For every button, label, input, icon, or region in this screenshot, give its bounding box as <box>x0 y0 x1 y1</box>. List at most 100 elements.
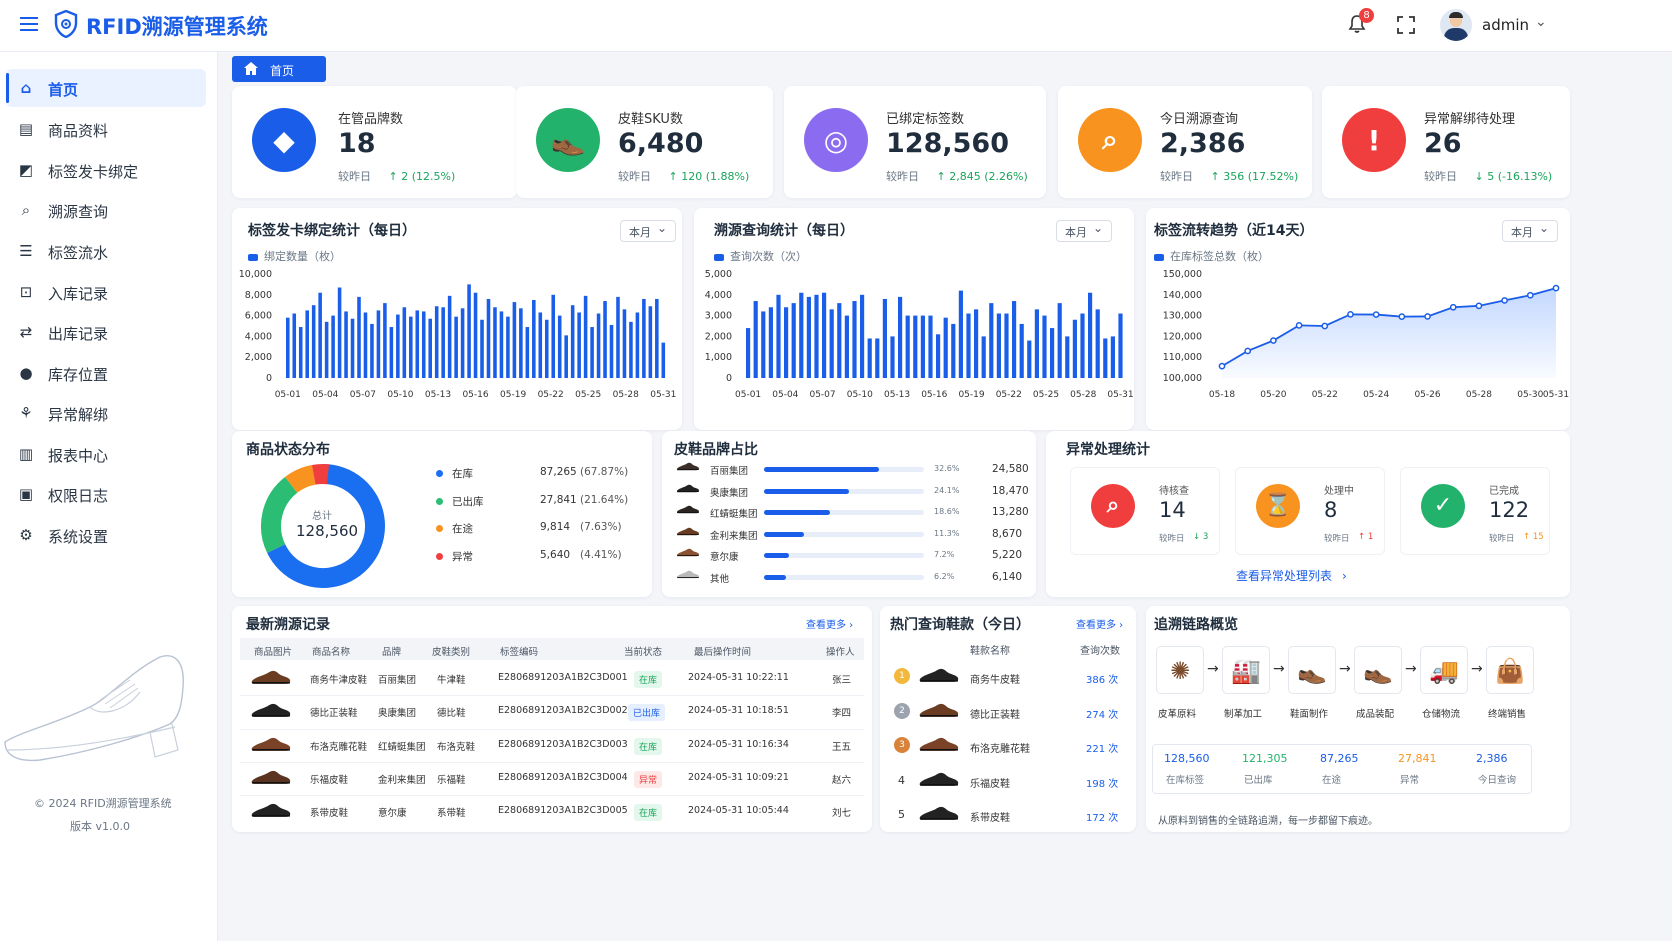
bar <box>996 313 1001 378</box>
hot-name[interactable]: 商务牛皮鞋 <box>970 675 1020 686</box>
trend-point <box>1270 337 1277 344</box>
anomaly-item-0[interactable]: ⌕ 待核查 14 较昨日 ↓ 3 <box>1070 467 1220 555</box>
brand-name: 金利来集团 <box>710 530 758 542</box>
brand-shoe-icon <box>676 548 699 557</box>
cell-code[interactable]: E2806891203A1B2C3D001 <box>498 672 628 683</box>
fullscreen-icon[interactable] <box>1396 15 1416 35</box>
legend-dot <box>436 552 443 560</box>
bar <box>538 312 543 378</box>
row-divider <box>240 761 864 763</box>
finished-shoe-icon: 👞 <box>1354 646 1402 694</box>
bar <box>1103 338 1108 378</box>
sidebar-item-1[interactable]: ▤ 商品资料 <box>6 110 206 148</box>
brand-value: 13,280 <box>992 506 1029 518</box>
records-col-header: 当前状态 <box>624 647 663 658</box>
bar <box>890 336 895 378</box>
hot-title: 热门查询鞋款（今日） <box>890 617 1030 633</box>
cell-code[interactable]: E2806891203A1B2C3D004 <box>498 771 628 783</box>
status-badge: 在库 <box>634 671 663 688</box>
brand-bar-track <box>764 574 924 580</box>
bar <box>905 315 910 378</box>
sidebar: ⌂ 首页 ▤ 商品资料 ◩ 标签发卡绑定 ⌕ 溯源查询 ☰ 标签流水 ⊡ 入库记录 ⇄ 出库记录 ● 库存位置… <box>0 52 218 941</box>
bar <box>298 327 303 378</box>
bar <box>480 319 484 378</box>
arrow-up-icon: ↑ <box>933 170 950 183</box>
sidebar-item-11[interactable]: ⚙ 系统设置 <box>6 516 206 554</box>
anomaly-item-2[interactable]: ✓ 已完成 122 较昨日 ↑ 15 <box>1400 467 1550 555</box>
y-tick-label: 150,000 <box>1163 269 1202 280</box>
brand-bar <box>764 510 830 515</box>
hot-name[interactable]: 布洛克雕花鞋 <box>970 744 1030 755</box>
anomaly-item-1[interactable]: ⌛ 处理中 8 较昨日 ↑ 1 <box>1235 467 1385 555</box>
tab-home[interactable]: 首页 <box>232 56 326 82</box>
stat-title: 今日溯源查询 <box>1160 112 1239 127</box>
trend-point <box>1244 347 1252 355</box>
anomaly-title: 异常处理统计 <box>1066 442 1150 458</box>
hot-count: 198 次 <box>1086 778 1119 790</box>
truck-icon: 🚚 <box>1420 646 1468 694</box>
sidebar-item-7[interactable]: ● 库存位置 <box>6 354 206 392</box>
hot-name[interactable]: 系带皮鞋 <box>970 813 1010 824</box>
sidebar-item-6[interactable]: ⇄ 出库记录 <box>6 313 206 351</box>
main-content: 首页 ◆ 在管品牌数 18 较昨日 ↑ 2 (12.5%) 👞 皮鞋SKU数 6,480 较昨… <box>218 52 1672 941</box>
bar <box>913 315 918 378</box>
sidebar-item-10[interactable]: ▣ 权限日志 <box>6 475 206 513</box>
records-more-link[interactable]: 查看更多 › <box>806 620 854 631</box>
bar <box>822 292 827 378</box>
sidebar-item-8[interactable]: ⚘ 异常解绑 <box>6 394 206 432</box>
brand-shoe-icon <box>676 484 699 492</box>
bar <box>357 296 361 378</box>
bind-chart-title: 标签发卡绑定统计（每日） <box>248 223 416 239</box>
bar <box>989 303 994 378</box>
trend-chart-dropdown[interactable]: 本月 <box>1502 220 1558 242</box>
sidebar-item-9[interactable]: ▥ 报表中心 <box>6 435 206 473</box>
x-tick-label: 05-01 <box>275 390 301 400</box>
hot-name[interactable]: 德比正装鞋 <box>970 709 1020 721</box>
user-name[interactable]: admin <box>1482 16 1529 34</box>
list-icon: ☰ <box>19 242 33 260</box>
bind-chart-dropdown[interactable]: 本月 <box>620 220 676 242</box>
stat-card-4: ! 异常解绑待处理 26 较昨日 ↓ 5 (-16.13%) <box>1322 86 1570 198</box>
sidebar-item-label: 异常解绑 <box>48 406 109 424</box>
inbound-icon: ⊡ <box>19 283 33 301</box>
menu-toggle-icon[interactable] <box>20 17 38 31</box>
cell-code[interactable]: E2806891203A1B2C3D003 <box>498 738 628 750</box>
hot-shoe-image <box>919 668 959 682</box>
x-tick-label: 05-07 <box>809 390 835 400</box>
legend-dot <box>436 525 443 532</box>
chain-step-label: 成品装配 <box>1356 709 1395 720</box>
x-tick-label: 05-07 <box>350 390 376 400</box>
chevron-down-icon[interactable]: ⌄ <box>1535 14 1547 30</box>
x-tick-label: 05-04 <box>772 390 798 400</box>
sidebar-item-5[interactable]: ⊡ 入库记录 <box>6 273 206 311</box>
chain-stat-label: 在途 <box>1322 775 1342 786</box>
settings-icon: ⚙ <box>19 526 33 544</box>
x-tick-label: 05-28 <box>1466 390 1492 400</box>
hot-name[interactable]: 乐福皮鞋 <box>970 778 1010 790</box>
app-title: RFID溯源管理系统 <box>86 15 268 39</box>
sidebar-item-0[interactable]: ⌂ 首页 <box>6 69 206 107</box>
cell-code[interactable]: E2806891203A1B2C3D002 <box>498 705 628 717</box>
product-image <box>251 770 291 784</box>
hot-more-link[interactable]: 查看更多 › <box>1076 620 1124 631</box>
cell-code[interactable]: E2806891203A1B2C3D005 <box>498 805 628 817</box>
bar <box>1034 309 1039 378</box>
query-chart-dropdown[interactable]: 本月 <box>1056 220 1112 242</box>
query-bar-chart: 5,000 4,000 3,000 2,000 1,000 005-01 05-04 05-0… <box>705 269 1134 400</box>
x-tick-label: 05-25 <box>575 390 601 400</box>
avatar[interactable] <box>1440 9 1472 41</box>
sidebar-item-4[interactable]: ☰ 标签流水 <box>6 232 206 270</box>
brand-bar <box>764 553 790 558</box>
anomaly-compare: 较昨日 <box>1324 534 1350 544</box>
bar <box>635 312 640 378</box>
sidebar-item-label: 标签发卡绑定 <box>48 163 139 181</box>
brand-name: 奥康集团 <box>710 487 749 499</box>
anomaly-list-link[interactable]: 查看异常处理列表 › <box>1236 569 1347 583</box>
notification-bell-icon[interactable]: 8 <box>1347 8 1374 36</box>
medal-icon: 1 <box>894 668 910 684</box>
sidebar-item-2[interactable]: ◩ 标签发卡绑定 <box>6 151 206 189</box>
stat-card-0: ◆ 在管品牌数 18 较昨日 ↑ 2 (12.5%) <box>232 86 517 198</box>
anomaly-compare: 较昨日 <box>1489 534 1515 544</box>
report-icon: ▥ <box>18 445 34 463</box>
sidebar-item-3[interactable]: ⌕ 溯源查询 <box>6 191 206 229</box>
